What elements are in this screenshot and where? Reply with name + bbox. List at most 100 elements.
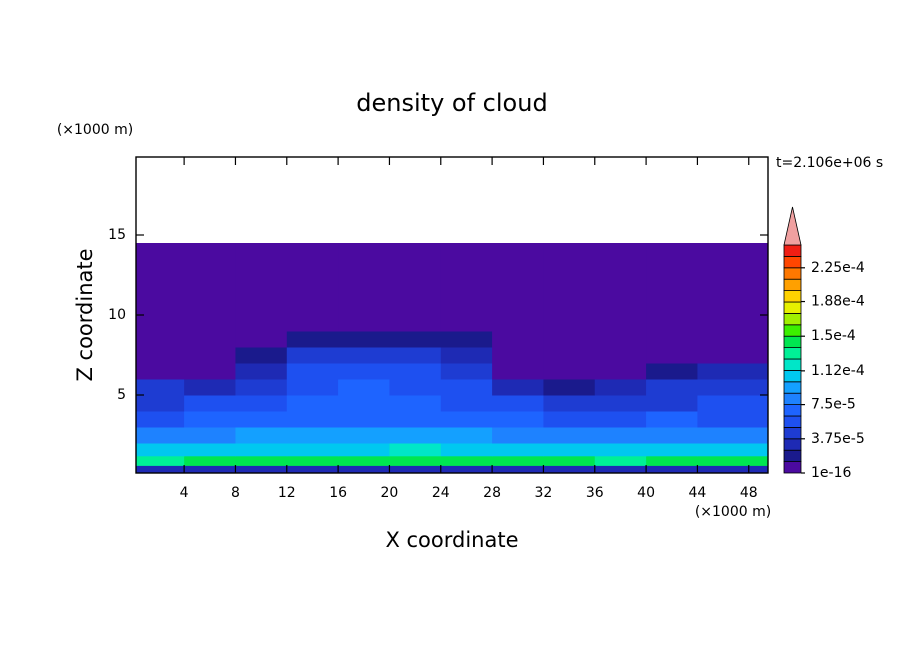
x-tick-label: 4 bbox=[180, 485, 189, 501]
contour-cell bbox=[492, 347, 544, 364]
colorbar-tick-label: 1.88e-4 bbox=[811, 294, 865, 310]
colorbar-tick-label: 7.5e-5 bbox=[811, 397, 856, 413]
x-axis-label: X coordinate bbox=[385, 528, 518, 552]
x-tick-label: 12 bbox=[278, 485, 296, 501]
contour-cell bbox=[440, 465, 493, 474]
contour-cell bbox=[646, 427, 698, 444]
x-unit: (×1000 m) bbox=[695, 504, 771, 520]
contour-cell bbox=[286, 427, 339, 444]
contour-cell bbox=[594, 347, 647, 364]
contour-cell bbox=[338, 347, 390, 364]
contour-cell bbox=[697, 331, 769, 348]
contour-cell bbox=[543, 443, 596, 457]
contour-cell bbox=[235, 427, 288, 444]
contour-cell bbox=[389, 379, 442, 396]
contour-cell bbox=[492, 331, 544, 348]
contour-cell bbox=[184, 411, 236, 428]
y-axis-label: Z coordinate bbox=[73, 248, 97, 381]
contour-cell bbox=[286, 347, 339, 364]
contour-cell bbox=[235, 465, 288, 474]
colorbar-box bbox=[783, 324, 802, 337]
contour-cell bbox=[440, 455, 493, 466]
contour-cell bbox=[286, 331, 339, 348]
contour-cell bbox=[492, 243, 544, 332]
contour-cell bbox=[543, 243, 596, 332]
contour-cell bbox=[440, 427, 493, 444]
contour-cell bbox=[594, 331, 647, 348]
contour-cell bbox=[389, 465, 442, 474]
x-tick-label: 32 bbox=[535, 485, 553, 501]
contour-cell bbox=[235, 243, 288, 332]
colorbar-box bbox=[783, 392, 802, 406]
contour-cell bbox=[646, 455, 698, 466]
contour-cell bbox=[338, 243, 390, 332]
contour-cell bbox=[184, 379, 236, 396]
contour-cell bbox=[440, 395, 493, 412]
time-annotation: t=2.106e+06 s bbox=[776, 155, 883, 171]
contour-cell bbox=[184, 363, 236, 380]
colorbar-box bbox=[783, 426, 802, 440]
contour-cell bbox=[389, 395, 442, 412]
colorbar-extension bbox=[783, 206, 802, 246]
colorbar-box bbox=[783, 369, 802, 383]
contour-cell bbox=[338, 465, 390, 474]
contour-cell bbox=[235, 347, 288, 364]
contour-cell bbox=[646, 443, 698, 457]
contour-cell bbox=[184, 395, 236, 412]
contour-cell bbox=[594, 427, 647, 444]
colorbar-box bbox=[783, 290, 802, 303]
contour-cell bbox=[440, 331, 493, 348]
contour-cell bbox=[338, 395, 390, 412]
contour-cell bbox=[389, 363, 442, 380]
contour-cell bbox=[646, 331, 698, 348]
x-tick-label: 20 bbox=[381, 485, 399, 501]
x-tick-label: 44 bbox=[689, 485, 707, 501]
contour-cell bbox=[492, 427, 544, 444]
contour-cell bbox=[338, 411, 390, 428]
contour-cell bbox=[136, 379, 185, 396]
x-tick-label: 28 bbox=[483, 485, 501, 501]
contour-cell bbox=[594, 363, 647, 380]
contour-cell bbox=[646, 465, 698, 474]
contour-cell bbox=[389, 427, 442, 444]
contour-cell bbox=[492, 465, 544, 474]
contour-cell bbox=[543, 363, 596, 380]
contour-cell bbox=[184, 443, 236, 457]
colorbar-box bbox=[783, 255, 802, 269]
contour-cell bbox=[338, 363, 390, 380]
contour-cell bbox=[235, 395, 288, 412]
contour-cell bbox=[389, 411, 442, 428]
x-tick-label: 40 bbox=[637, 485, 655, 501]
colorbar-tick-label: 2.25e-4 bbox=[811, 260, 865, 276]
contour-cell bbox=[184, 331, 236, 348]
contour-cell bbox=[389, 331, 442, 348]
contour-cell bbox=[646, 363, 698, 380]
x-tick-label: 16 bbox=[329, 485, 347, 501]
contour-cell bbox=[594, 443, 647, 457]
contour-cell bbox=[338, 443, 390, 457]
x-tick-label: 24 bbox=[432, 485, 450, 501]
contour-cell bbox=[184, 455, 236, 466]
contour-cell bbox=[136, 243, 185, 332]
colorbar-box bbox=[783, 347, 802, 360]
contour-cell bbox=[389, 347, 442, 364]
contour-cell bbox=[136, 411, 185, 428]
contour-cell bbox=[184, 347, 236, 364]
colorbar-box bbox=[783, 278, 802, 292]
y-tick-label: 10 bbox=[108, 307, 126, 323]
contour-cell bbox=[543, 427, 596, 444]
contour-cell bbox=[594, 455, 647, 466]
colorbar-tick-label: 1.12e-4 bbox=[811, 363, 865, 379]
contour-cell bbox=[697, 379, 769, 396]
colorbar-box bbox=[783, 404, 802, 417]
contour-cell bbox=[697, 395, 769, 412]
contour-cell bbox=[594, 395, 647, 412]
contour-cell bbox=[646, 243, 698, 332]
contour-cell bbox=[338, 331, 390, 348]
colorbar-box bbox=[783, 244, 802, 257]
contour-cell bbox=[492, 379, 544, 396]
contour-cell bbox=[492, 411, 544, 428]
contour-cell bbox=[136, 395, 185, 412]
x-tick-label: 48 bbox=[740, 485, 758, 501]
